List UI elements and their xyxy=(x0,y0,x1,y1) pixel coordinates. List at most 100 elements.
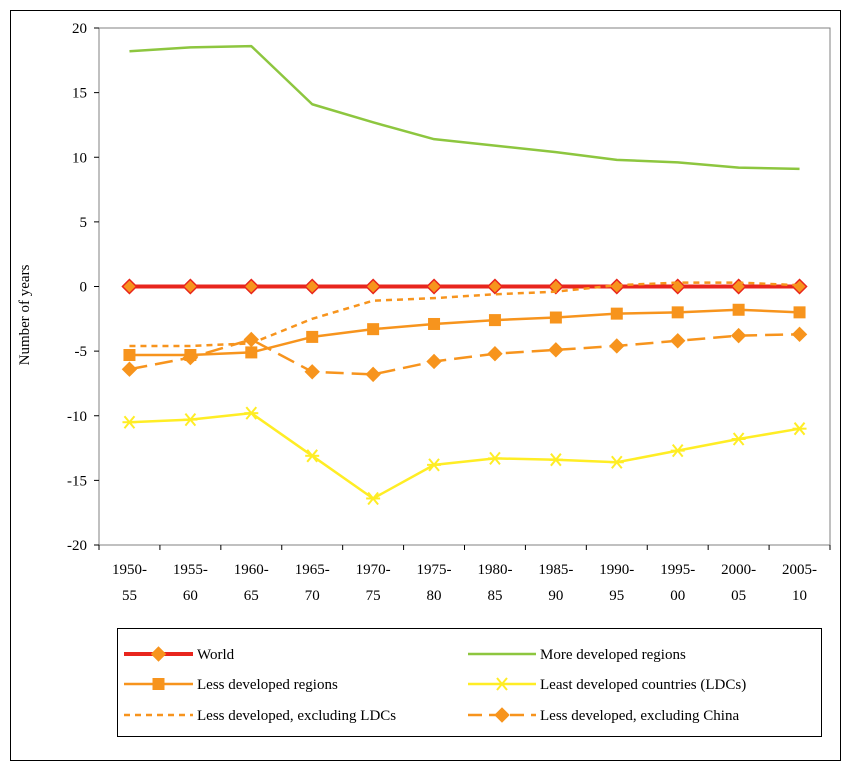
series-line xyxy=(129,281,800,348)
legend-label: Less developed, excluding China xyxy=(540,708,739,724)
x-tick-label: 05 xyxy=(731,588,746,604)
data-point xyxy=(365,366,381,383)
series-more-developed-regions xyxy=(129,44,800,171)
data-point xyxy=(670,444,685,458)
marker-stroke xyxy=(671,444,684,458)
data-point xyxy=(366,491,381,506)
marker-stroke xyxy=(245,406,258,420)
x-tick-label: 65 xyxy=(244,588,259,604)
marker-stroke xyxy=(184,412,197,427)
data-point xyxy=(121,361,138,377)
x-tick-label: 2000- xyxy=(721,562,756,578)
data-point xyxy=(609,278,625,295)
marker-outline xyxy=(547,278,564,295)
data-point xyxy=(609,338,625,354)
y-tick-label: -10 xyxy=(67,409,87,425)
chart-frame xyxy=(10,10,841,761)
x-tick-label: 1985- xyxy=(538,562,573,578)
data-point xyxy=(304,278,320,295)
legend: World More developed regions Less develope… xyxy=(117,628,822,737)
marker-outline xyxy=(486,278,504,295)
series-less-developed-excluding-china xyxy=(121,326,808,383)
data-point xyxy=(305,449,320,463)
marker-stroke xyxy=(550,453,562,467)
legend-item: World xyxy=(124,646,235,663)
x-tick-label: 95 xyxy=(609,588,624,604)
marker-stroke xyxy=(306,449,318,463)
data-point xyxy=(243,331,259,348)
marker-outline xyxy=(182,278,199,295)
x-tick-label: 10 xyxy=(792,588,807,604)
data-point xyxy=(730,327,747,344)
data-point xyxy=(548,453,563,467)
x-tick-label: 1995- xyxy=(660,562,695,578)
marker-outline xyxy=(243,278,260,295)
data-point xyxy=(487,451,502,466)
data-point xyxy=(183,412,198,427)
data-point xyxy=(549,311,562,324)
x-tick-label: 1950- xyxy=(112,562,147,578)
marker-outline xyxy=(121,278,138,295)
marker-stroke xyxy=(732,432,745,446)
marker-outline xyxy=(365,278,382,295)
y-tick-label: 20 xyxy=(72,21,87,37)
marker-stroke xyxy=(123,415,136,429)
data-point xyxy=(121,278,138,295)
x-tick-label: 1960- xyxy=(234,562,269,578)
data-point xyxy=(245,346,258,359)
data-point xyxy=(367,323,380,336)
y-tick-label: -20 xyxy=(67,538,87,554)
data-point xyxy=(487,278,503,295)
y-tick-label: 10 xyxy=(72,150,87,166)
y-tick-label: -15 xyxy=(67,473,87,489)
x-tick-label: 75 xyxy=(366,588,381,604)
data-point xyxy=(426,353,442,370)
series-line xyxy=(129,44,800,171)
legend-label: World xyxy=(197,647,235,663)
legend-label: More developed regions xyxy=(540,647,686,663)
y-tick-label: 0 xyxy=(80,280,88,296)
x-tick-label: 1980- xyxy=(477,562,512,578)
x-tick-label: 90 xyxy=(548,588,563,604)
data-point xyxy=(731,432,746,446)
x-tick-label: 60 xyxy=(183,588,198,604)
x-tick-label: 2005- xyxy=(782,562,817,578)
data-point xyxy=(792,422,807,436)
marker-stroke xyxy=(428,458,440,472)
data-point xyxy=(306,330,319,343)
data-point xyxy=(182,349,199,366)
x-tick-label: 1975- xyxy=(417,562,452,578)
marker-outline xyxy=(425,278,443,295)
legend-item: Less developed, excluding China xyxy=(468,707,739,724)
marker-outline xyxy=(304,278,321,295)
legend-item: Least developed countries (LDCs) xyxy=(468,677,746,693)
data-point xyxy=(426,278,442,295)
series-group xyxy=(121,44,808,506)
x-tick-label: 1955- xyxy=(173,562,208,578)
legend-item: Less developed, excluding LDCs xyxy=(124,708,396,724)
data-point xyxy=(487,346,503,362)
marker-stroke xyxy=(489,451,501,466)
x-tick-label: 00 xyxy=(670,588,685,604)
data-point xyxy=(609,455,624,469)
series-line xyxy=(129,411,800,500)
data-point xyxy=(610,307,623,320)
marker-outline xyxy=(730,278,747,295)
x-tick-label: 80 xyxy=(427,588,442,604)
series-less-developed-regions xyxy=(123,303,806,362)
data-point xyxy=(793,306,806,319)
x-tick-label: 1990- xyxy=(599,562,634,578)
series-line xyxy=(129,333,800,376)
data-point xyxy=(791,326,808,343)
legend-item: More developed regions xyxy=(468,647,686,663)
data-point xyxy=(732,303,745,316)
data-point xyxy=(123,349,136,362)
marker-stroke xyxy=(611,455,623,469)
data-point xyxy=(243,278,259,295)
data-point xyxy=(548,342,564,358)
series-less-developed-excluding-ldcs xyxy=(129,281,800,348)
axes: 20 15 10 5 0 -5 -10 -15 -20 1950- 55 1955- 60 1960- 65… xyxy=(67,21,831,604)
series-line xyxy=(129,308,800,357)
x-tick-label: 55 xyxy=(122,588,137,604)
data-point xyxy=(670,333,686,349)
